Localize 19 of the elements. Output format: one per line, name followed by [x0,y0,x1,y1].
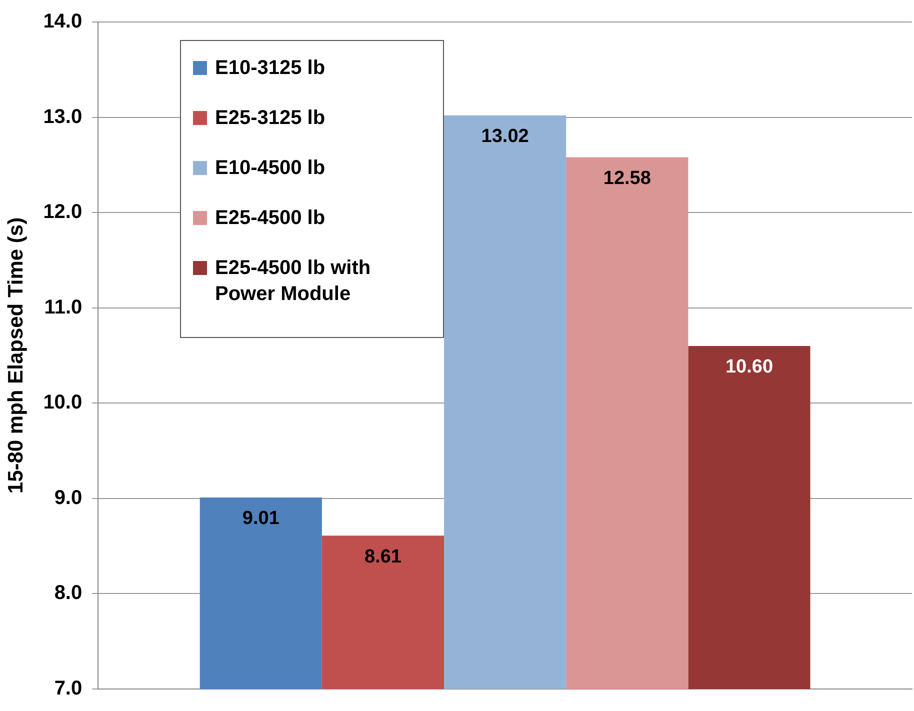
legend-label: E10-3125 lb [215,56,326,81]
y-tick-label: 13.0 [43,106,82,128]
data-label: 13.02 [481,126,529,148]
legend-label: E25-4500 lb [215,206,326,231]
y-tick-label: 8.0 [54,582,82,604]
y-tick-label: 9.0 [54,486,82,509]
data-label: 12.58 [603,168,651,190]
y-tick-label: 7.0 [54,678,82,700]
data-label: 10.60 [725,356,773,378]
y-axis-title: 15-80 mph Elapsed Time (s) [4,217,28,494]
y-tick-label: 12.0 [43,201,82,224]
legend-label: E25-4500 lb with Power Module [215,256,372,307]
legend-label: E10-4500 lb [215,156,326,181]
legend-label: E25-3125 lb [215,106,326,131]
data-label: 8.61 [364,546,402,568]
y-tick-label: 14.0 [43,10,82,33]
y-tick-label: 10.0 [43,392,82,414]
data-label: 9.01 [242,508,280,530]
y-tick-label: 11.0 [44,296,82,318]
